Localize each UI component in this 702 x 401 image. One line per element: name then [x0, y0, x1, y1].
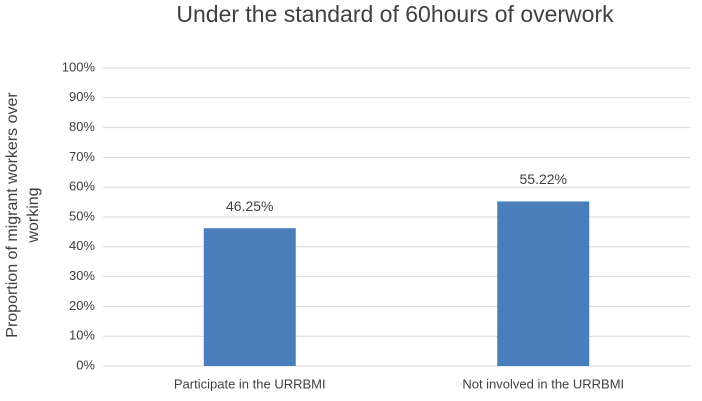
y-tick-label: 80% — [69, 119, 95, 134]
chart-title: Under the standard of 60hours of overwor… — [176, 1, 614, 27]
y-tick-label: 90% — [69, 89, 95, 104]
y-tick-label: 20% — [69, 298, 95, 313]
y-tick-label: 50% — [69, 208, 95, 223]
y-tick-label: 100% — [62, 59, 96, 74]
bar — [203, 228, 296, 366]
y-tick-label: 60% — [69, 179, 95, 194]
y-tick-label: 30% — [69, 268, 95, 283]
value-label: 55.22% — [520, 171, 567, 187]
y-tick-label: 70% — [69, 149, 95, 164]
value-label: 46.25% — [226, 198, 273, 214]
y-tick-label: 0% — [76, 357, 95, 372]
x-tick-label: Participate in the URRBMI — [174, 376, 326, 391]
bar — [497, 201, 590, 366]
y-tick-label: 40% — [69, 238, 95, 253]
y-tick-label: 10% — [69, 328, 95, 343]
y-axis-label: Proportion of migrant workers over worki… — [4, 92, 42, 338]
x-tick-label: Not involved in the URRBMI — [462, 376, 624, 391]
